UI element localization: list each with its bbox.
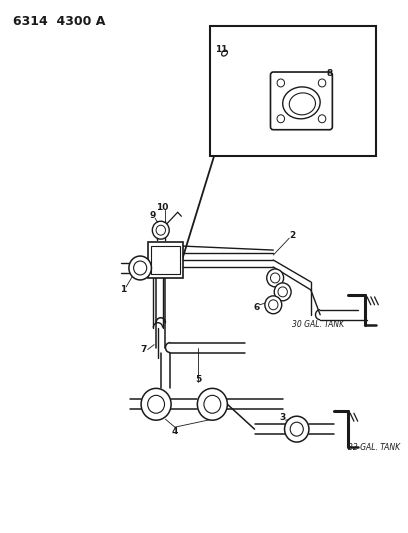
Text: 3: 3 [279,413,286,422]
Text: 4: 4 [172,426,178,435]
Circle shape [197,389,227,420]
Circle shape [152,221,169,239]
Circle shape [267,269,284,287]
Text: 30 GAL. TANK: 30 GAL. TANK [292,320,344,329]
Text: 1: 1 [120,285,126,294]
Circle shape [265,296,282,314]
Text: 5: 5 [195,375,202,384]
Circle shape [129,256,151,280]
Bar [210,26,377,156]
Text: 8: 8 [326,69,333,77]
Circle shape [284,416,309,442]
Text: 10: 10 [157,203,169,212]
Bar [148,242,183,278]
Circle shape [141,389,171,420]
Text: 7: 7 [141,345,147,354]
Text: 6314  4300 A: 6314 4300 A [13,15,105,28]
Text: 22 GAL. TANK: 22 GAL. TANK [348,442,400,451]
Text: 11: 11 [215,45,228,54]
Text: 6: 6 [253,303,259,312]
Circle shape [274,283,291,301]
Text: 2: 2 [289,231,295,240]
Text: 9: 9 [149,211,155,220]
Bar [151,246,180,274]
